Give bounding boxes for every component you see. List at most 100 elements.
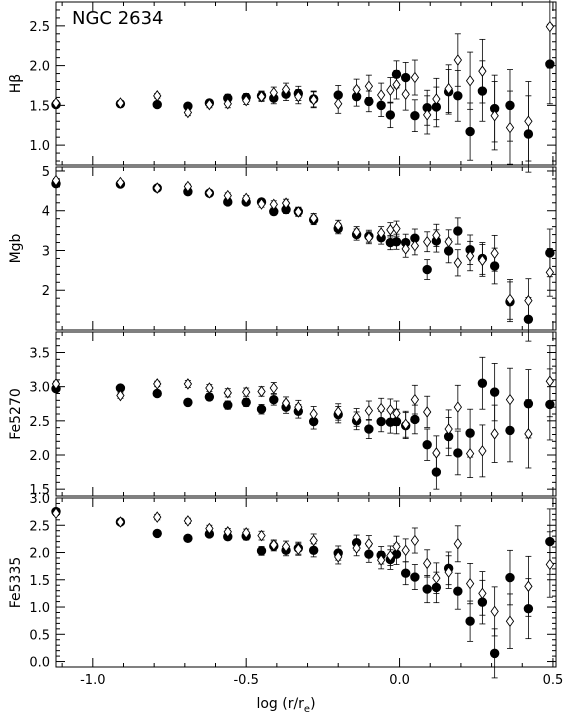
figure-title: NGC 2634 — [72, 8, 164, 29]
open-diamond-point — [223, 387, 232, 399]
open-diamond-point — [465, 447, 475, 460]
open-diamond-point — [352, 542, 361, 554]
filled-circle-point — [465, 616, 475, 626]
open-diamond-point — [432, 229, 441, 242]
open-diamond-point — [116, 176, 125, 189]
open-diamond-point — [423, 235, 432, 248]
open-diamond-point — [524, 580, 533, 593]
open-diamond-point — [465, 74, 475, 87]
open-diamond-point — [386, 84, 395, 97]
open-diamond-point — [281, 197, 291, 209]
panel-frame — [55, 1, 557, 166]
panel-mgb: 2 3 4 5 Mgb — [8, 165, 557, 342]
open-diamond-point — [257, 529, 266, 542]
open-diamond-point — [478, 445, 487, 457]
open-diamond-point — [205, 187, 214, 199]
x-axis-label-subscript: e — [304, 704, 310, 715]
open-diamond-point — [432, 93, 441, 105]
filled-circle-point — [269, 394, 279, 405]
open-diamond-point — [386, 404, 395, 416]
filled-circle-point — [410, 414, 420, 425]
open-diamond-point — [490, 247, 499, 260]
open-diamond-point — [257, 90, 266, 103]
open-diamond-point — [401, 544, 410, 557]
filled-circle-point — [505, 572, 515, 583]
open-diamond-point — [364, 404, 374, 417]
y-axis-label: Fe5335 — [8, 557, 24, 609]
open-diamond-point — [505, 393, 515, 406]
open-diamond-point — [444, 235, 453, 248]
open-diamond-point — [294, 401, 303, 413]
open-diamond-point — [51, 97, 61, 109]
open-diamond-point — [376, 89, 386, 101]
y-tick-label: 3.0 — [29, 381, 50, 396]
filled-circle-point — [391, 237, 402, 247]
panel-fe5335: 0.0 0.5 1.0 1.5 2.0 2.5 3.0 Fe5335 — [8, 492, 557, 679]
panel-frame — [55, 331, 557, 497]
open-diamond-point — [423, 406, 432, 418]
open-diamond-point — [401, 418, 410, 431]
open-diamond-point — [51, 174, 61, 187]
open-diamond-point — [334, 551, 343, 563]
open-diamond-point — [478, 65, 487, 77]
filled-circle-point — [422, 440, 432, 450]
open-diamond-point — [444, 82, 453, 95]
open-diamond-point — [545, 375, 555, 387]
x-tick-label: 0.0 — [389, 673, 410, 688]
open-diamond-point — [524, 115, 533, 128]
y-tick-label: 1.5 — [29, 483, 50, 498]
x-axis-label-close: ) — [310, 696, 315, 712]
open-diamond-point — [478, 587, 487, 600]
open-diamond-point — [183, 180, 193, 193]
open-diamond-point — [490, 109, 499, 122]
filled-circle-point — [152, 528, 162, 539]
open-diamond-point — [410, 534, 420, 547]
open-diamond-point — [153, 182, 162, 194]
open-diamond-point — [294, 90, 303, 103]
open-diamond-point — [545, 266, 555, 279]
x-tick-labels: -1.0 -0.5 0.0 0.5 — [80, 673, 563, 688]
open-diamond-point — [376, 402, 386, 415]
open-diamond-point — [205, 98, 214, 111]
open-diamond-point — [183, 106, 193, 119]
open-diamond-point — [386, 550, 395, 562]
open-diamond-point — [153, 511, 162, 523]
y-tick-label: 1.5 — [29, 574, 50, 589]
y-tick-label: 3.5 — [29, 347, 50, 362]
open-diamond-point — [294, 206, 303, 218]
open-diamond-point — [432, 572, 441, 584]
open-diamond-point — [490, 605, 499, 618]
panels: 1.0 1.5 2.0 2.5 Hβ 2 3 4 5 Mgb 1.5 2.0 2.5 3.0 3.5 Fe52… — [8, 0, 557, 679]
y-tick-label: 2 — [42, 284, 50, 299]
open-diamond-point — [309, 94, 318, 106]
open-diamond-point — [51, 378, 61, 390]
panel-frame — [55, 497, 557, 668]
panel-hbeta: 1.0 1.5 2.0 2.5 Hβ — [8, 0, 557, 173]
open-diamond-point — [205, 522, 214, 535]
open-diamond-point — [116, 97, 125, 109]
open-diamond-point — [334, 98, 343, 110]
y-tick-label: 1.5 — [29, 99, 50, 114]
open-diamond-point — [392, 540, 401, 553]
x-tick-label: 0.5 — [543, 673, 563, 688]
open-diamond-point — [364, 80, 374, 93]
filled-circle-point — [152, 388, 162, 399]
y-tick-label: 3 — [42, 244, 50, 259]
open-diamond-point — [545, 558, 555, 571]
open-diamond-point — [410, 239, 420, 252]
open-diamond-point — [444, 423, 453, 435]
filled-circle-point — [364, 424, 374, 434]
open-diamond-point — [281, 540, 291, 553]
filled-circle-point — [453, 226, 463, 236]
open-diamond-point — [269, 382, 278, 394]
y-tick-label: 1.0 — [29, 601, 50, 616]
open-diamond-point — [51, 507, 61, 520]
y-axis-label: Fe5270 — [8, 388, 24, 440]
open-diamond-point — [257, 385, 266, 398]
open-diamond-point — [294, 543, 303, 556]
open-diamond-point — [334, 406, 343, 418]
y-tick-label: 2.5 — [29, 20, 50, 35]
filled-circle-point — [183, 397, 193, 408]
open-diamond-point — [269, 86, 278, 99]
x-axis-label: log (r/re) — [256, 696, 315, 715]
